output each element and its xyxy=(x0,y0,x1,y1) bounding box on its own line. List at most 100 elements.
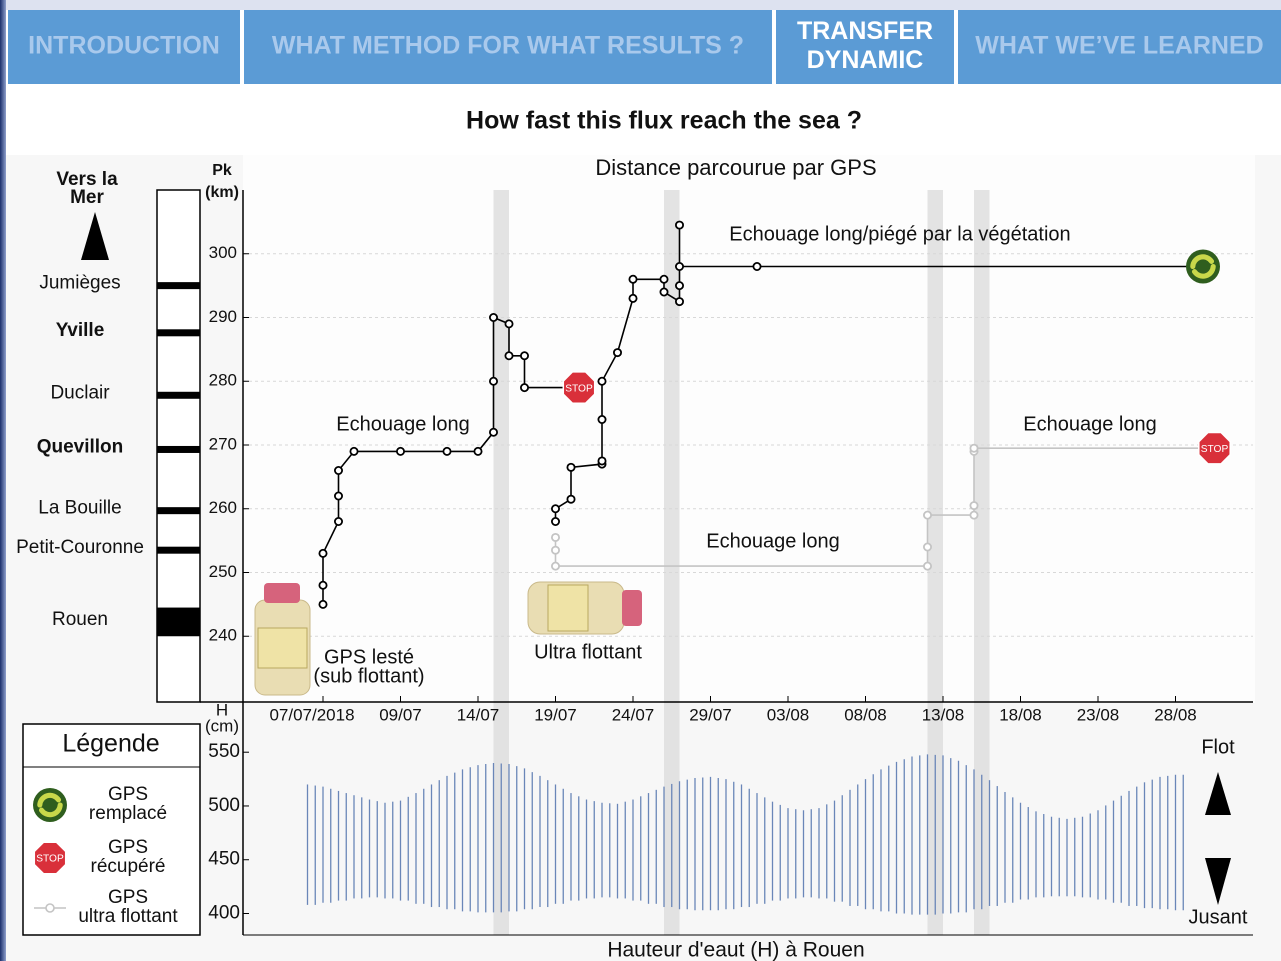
y-axis-label: Pk xyxy=(212,162,232,179)
annotation: Echouage long/piégé par la végétation xyxy=(729,223,1070,245)
gps-point xyxy=(969,443,979,453)
bottle-cap xyxy=(622,590,642,626)
gps-point xyxy=(675,297,685,307)
annotation: Echouage long xyxy=(706,530,839,552)
gps-recovered: STOP xyxy=(1198,431,1231,465)
y-tick-label: 400 xyxy=(208,903,240,924)
y-tick-label: 290 xyxy=(209,307,237,326)
location-label: Yville xyxy=(56,320,105,341)
replaced-swirl xyxy=(1190,254,1216,279)
location-label: Petit-Couronne xyxy=(16,537,144,558)
gps-point xyxy=(551,561,561,571)
gps-point xyxy=(923,561,933,571)
gps-point xyxy=(318,548,328,558)
gps-point xyxy=(628,274,638,284)
top-strip xyxy=(0,0,1281,10)
stop-text: STOP xyxy=(36,854,64,865)
legend-title: Légende xyxy=(62,730,159,758)
gps-point xyxy=(504,319,514,329)
bottle-label-text: (sub flottant) xyxy=(313,665,424,687)
gps-point xyxy=(923,510,933,520)
x-tick-label: 03/08 xyxy=(767,705,810,724)
stop-octagon xyxy=(562,371,596,405)
location-label: Quevillon xyxy=(37,436,124,457)
flow-label: Flot xyxy=(1201,736,1235,758)
gps-point xyxy=(551,504,561,514)
nav-tab-label: INTRODUCTION xyxy=(28,32,220,60)
nav-tab-bg xyxy=(244,10,772,84)
gps-point xyxy=(613,348,623,358)
location-label: Duclair xyxy=(50,382,110,403)
gps-point xyxy=(488,376,498,386)
y-axis-label: (cm) xyxy=(205,716,239,735)
gps-point xyxy=(520,383,530,393)
direction-label: Vers la xyxy=(56,169,118,190)
x-tick-label: 09/07 xyxy=(379,705,422,724)
nav-tab-bg xyxy=(776,10,954,84)
gps-point xyxy=(675,261,685,271)
gps-point xyxy=(473,446,483,456)
gps-point xyxy=(488,427,498,437)
y-tick-label: 240 xyxy=(209,626,237,645)
legend-label: remplacé xyxy=(89,803,167,824)
nav-tab[interactable]: WHAT WE’VE LEARNED xyxy=(958,10,1281,84)
gps-point xyxy=(333,465,343,475)
y-tick-label: 250 xyxy=(209,562,237,581)
flow-label: Jusant xyxy=(1189,906,1248,928)
nav-tab-label: WHAT METHOD FOR WHAT RESULTS ? xyxy=(272,32,744,60)
highlight-band xyxy=(493,190,509,935)
replaced-swirl xyxy=(37,792,63,818)
stop-octagon xyxy=(33,841,67,875)
gps-point xyxy=(628,293,638,303)
y-tick-label: 280 xyxy=(209,371,237,390)
legend-label: GPS xyxy=(108,887,148,908)
location-mark xyxy=(157,329,200,337)
gps-point xyxy=(318,599,328,609)
location-label: Jumièges xyxy=(39,273,120,294)
gps-point xyxy=(504,351,514,361)
annotation: Echouage long xyxy=(1023,413,1156,435)
gps-point xyxy=(349,446,359,456)
gps-point xyxy=(597,376,607,386)
gps-point xyxy=(969,501,979,511)
legend-icon-point xyxy=(45,903,55,913)
bottle-ultra-floating xyxy=(527,581,642,635)
legend-label: récupéré xyxy=(91,856,166,877)
gps-point xyxy=(551,517,561,527)
gps-point xyxy=(923,542,933,552)
nav-tab[interactable]: WHAT METHOD FOR WHAT RESULTS ? xyxy=(244,10,772,84)
y-tick-label: 270 xyxy=(209,434,237,453)
stop-text: STOP xyxy=(565,383,593,394)
gps-point xyxy=(333,491,343,501)
legend-box xyxy=(22,723,201,936)
gps-recovered: STOP xyxy=(562,371,596,405)
bottle-label-text: GPS lesté xyxy=(324,646,414,668)
location-label: Rouen xyxy=(52,609,108,630)
gps-point xyxy=(566,494,576,504)
direction-label: Mer xyxy=(70,187,104,208)
location-mark xyxy=(157,391,200,399)
bottle-cap xyxy=(264,583,300,603)
gps-point xyxy=(551,532,561,542)
left-strip xyxy=(0,0,6,961)
nav-tab-label: WHAT WE’VE LEARNED xyxy=(975,32,1263,60)
x-tick-label: 23/08 xyxy=(1077,705,1120,724)
location-mark xyxy=(157,445,200,453)
bottle-label-text: Ultra flottant xyxy=(534,641,642,663)
gps-point xyxy=(597,414,607,424)
x-tick-label: 18/08 xyxy=(999,705,1042,724)
stop-octagon xyxy=(1198,431,1231,465)
nav-tab[interactable]: INTRODUCTION xyxy=(8,10,240,84)
x-tick-label: 08/08 xyxy=(844,705,887,724)
stop-text: STOP xyxy=(1201,444,1229,455)
location-mark xyxy=(157,282,200,290)
nav-tab-label: DYNAMIC xyxy=(807,46,924,74)
gps-point xyxy=(597,456,607,466)
legend-label: GPS xyxy=(108,784,148,805)
x-tick-label: 24/07 xyxy=(612,705,655,724)
nav-tab-bg xyxy=(958,10,1281,84)
location-mark xyxy=(157,507,200,515)
gps-point xyxy=(675,220,685,230)
gps-point xyxy=(659,287,669,297)
